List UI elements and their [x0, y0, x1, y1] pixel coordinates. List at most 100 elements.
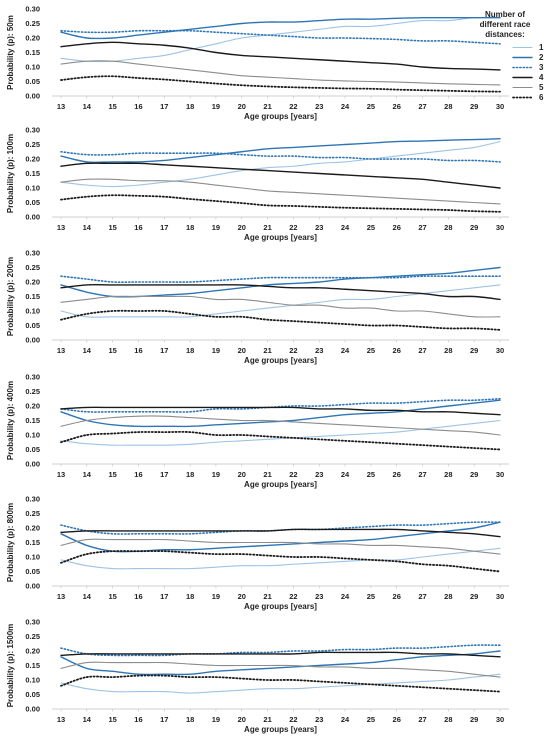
y-tick-label: 0.05 — [25, 445, 40, 454]
x-tick-label: 19 — [212, 592, 220, 601]
chart-panel: 0.00 0.05 0.10 0.15 0.20 0.25 0.30 13 14 15 16 17 18… — [6, 495, 509, 611]
x-tick-label: 23 — [315, 715, 323, 724]
x-tick-label: 29 — [470, 715, 478, 724]
chart-panels: 0.00 0.05 0.10 0.15 0.20 0.25 0.30 13 14 15 16 17 18… — [6, 5, 509, 734]
y-tick-label: 0.25 — [25, 509, 40, 518]
x-tick-label: 17 — [160, 223, 168, 232]
y-tick-label: 0.05 — [25, 198, 40, 207]
y-tick-label: 0.15 — [25, 661, 40, 670]
x-tick-label: 28 — [444, 223, 452, 232]
series-line-4 — [60, 162, 501, 189]
x-tick-label: 21 — [263, 346, 271, 355]
series-line-1 — [60, 419, 501, 446]
x-tick-label: 19 — [212, 470, 220, 479]
x-axis-title: Age groups [years] — [244, 233, 317, 242]
x-tick-label: 15 — [108, 715, 116, 724]
x-tick-label: 27 — [418, 592, 426, 601]
x-tick-label: 23 — [315, 223, 323, 232]
x-tick-label: 29 — [470, 102, 478, 111]
x-tick-label: 17 — [160, 592, 168, 601]
series-line-3 — [60, 29, 501, 45]
x-tick-label: 27 — [418, 102, 426, 111]
legend: Number of different race distances: 1234… — [480, 10, 544, 102]
x-tick-label: 14 — [83, 346, 92, 355]
x-tick-label: 25 — [367, 592, 375, 601]
x-tick-label: 24 — [341, 470, 350, 479]
y-tick-label: 0.05 — [25, 321, 40, 330]
x-axis-title: Age groups [years] — [244, 480, 317, 489]
legend-label-5: 5 — [539, 83, 544, 92]
chart-panel: 0.00 0.05 0.10 0.15 0.20 0.25 0.30 13 14 15 16 17 18… — [6, 126, 509, 242]
y-tick-label: 0.00 — [25, 460, 40, 469]
x-tick-label: 16 — [134, 223, 142, 232]
series-line-4 — [60, 41, 501, 71]
y-tick-label: 0.10 — [25, 431, 40, 440]
series-line-6 — [60, 550, 501, 573]
y-tick-label: 0.30 — [25, 126, 40, 135]
y-tick-label: 0.30 — [25, 249, 40, 258]
x-axis-title: Age groups [years] — [244, 602, 317, 611]
y-tick-label: 0.25 — [25, 19, 40, 28]
series-line-3 — [60, 397, 501, 413]
x-tick-label: 21 — [263, 470, 271, 479]
series-line-6 — [60, 75, 501, 93]
y-tick-label: 0.15 — [25, 292, 40, 301]
x-tick-label: 24 — [341, 102, 350, 111]
legend-title-line-1: Number of — [485, 10, 525, 19]
series-line-6 — [60, 430, 501, 451]
y-tick-label: 0.10 — [25, 553, 40, 562]
y-tick-label: 0.00 — [25, 705, 40, 714]
y-tick-label: 0.30 — [25, 618, 40, 627]
x-tick-label: 18 — [186, 470, 194, 479]
x-tick-label: 21 — [263, 102, 271, 111]
y-tick-label: 0.15 — [25, 538, 40, 547]
legend-label-2: 2 — [539, 53, 544, 62]
series-line-5 — [60, 661, 501, 678]
y-tick-label: 0.25 — [25, 140, 40, 149]
legend-label-3: 3 — [539, 63, 544, 72]
series-line-2 — [60, 650, 501, 676]
x-tick-label: 22 — [289, 470, 297, 479]
chart-panel: 0.00 0.05 0.10 0.15 0.20 0.25 0.30 13 14 15 16 17 18… — [6, 5, 509, 121]
x-tick-label: 17 — [160, 102, 168, 111]
x-tick-label: 13 — [57, 102, 65, 111]
x-tick-label: 26 — [393, 470, 401, 479]
y-tick-label: 0.25 — [25, 632, 40, 641]
x-tick-label: 26 — [393, 346, 401, 355]
y-tick-label: 0.05 — [25, 77, 40, 86]
x-tick-label: 22 — [289, 102, 297, 111]
x-tick-label: 17 — [160, 470, 168, 479]
x-tick-label: 13 — [57, 470, 65, 479]
x-tick-label: 22 — [289, 592, 297, 601]
x-tick-label: 23 — [315, 346, 323, 355]
x-tick-label: 15 — [108, 470, 116, 479]
x-tick-label: 26 — [393, 223, 401, 232]
x-tick-label: 15 — [108, 346, 116, 355]
x-tick-label: 19 — [212, 102, 220, 111]
x-tick-label: 26 — [393, 592, 401, 601]
chart-panel: 0.00 0.05 0.10 0.15 0.20 0.25 0.30 13 14 15 16 17 18… — [6, 249, 509, 365]
x-tick-label: 16 — [134, 102, 142, 111]
x-tick-label: 24 — [341, 715, 350, 724]
x-tick-label: 30 — [496, 592, 504, 601]
x-tick-label: 24 — [341, 346, 350, 355]
x-tick-label: 29 — [470, 223, 478, 232]
x-tick-label: 21 — [263, 592, 271, 601]
x-tick-label: 21 — [263, 223, 271, 232]
x-tick-label: 27 — [418, 223, 426, 232]
series-line-3 — [60, 275, 501, 284]
x-tick-label: 27 — [418, 715, 426, 724]
x-tick-label: 23 — [315, 102, 323, 111]
x-tick-label: 14 — [83, 102, 92, 111]
y-tick-label: 0.05 — [25, 690, 40, 699]
x-tick-label: 29 — [470, 346, 478, 355]
y-tick-label: 0.00 — [25, 213, 40, 222]
x-tick-label: 20 — [238, 346, 246, 355]
y-tick-label: 0.25 — [25, 387, 40, 396]
x-tick-label: 25 — [367, 223, 375, 232]
x-tick-label: 20 — [238, 470, 246, 479]
x-tick-label: 30 — [496, 102, 504, 111]
x-axis-title: Age groups [years] — [244, 356, 317, 365]
series-line-6 — [60, 674, 501, 693]
